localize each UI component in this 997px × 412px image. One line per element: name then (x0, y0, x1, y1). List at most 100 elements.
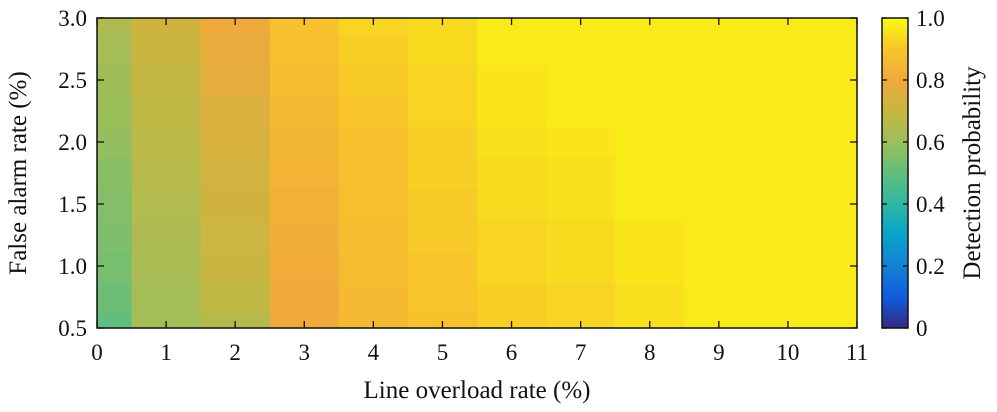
heatmap-cell (338, 64, 409, 97)
heatmap-cell (753, 95, 824, 128)
x-tick-label: 7 (575, 340, 587, 365)
colorbar-tick-label: 0.6 (916, 130, 945, 155)
heatmap-cell (97, 18, 133, 35)
heatmap-cell (477, 188, 547, 221)
heatmap-cell (269, 188, 340, 221)
heatmap-cell (338, 250, 409, 283)
heatmap-cell (546, 281, 616, 314)
heatmap-cell (407, 250, 478, 283)
heatmap-cell (131, 64, 202, 97)
heatmap-cell (97, 219, 133, 252)
x-tick-label: 4 (368, 340, 380, 365)
heatmap-cell (684, 250, 754, 283)
heatmap-cell (684, 33, 754, 66)
heatmap-cell (131, 95, 202, 128)
heatmap-cell (615, 33, 685, 66)
heatmap-cell (97, 312, 133, 329)
heatmap-cell (477, 312, 547, 329)
heatmap-cell (338, 126, 409, 159)
heatmap-cell (822, 219, 858, 252)
heatmap-cell (200, 281, 271, 314)
heatmap-cell (546, 250, 616, 283)
heatmap-cell (822, 157, 858, 190)
heatmap-cell (131, 250, 202, 283)
heatmap-cell (477, 95, 547, 128)
heatmap-cell (546, 157, 616, 190)
heatmap-cell (477, 250, 547, 283)
x-tick-label: 5 (437, 340, 449, 365)
heatmap-cell (684, 95, 754, 128)
y-tick-label: 2.5 (58, 68, 87, 93)
heatmap-cell (338, 188, 409, 221)
heatmap-cell (822, 18, 858, 35)
y-tick-label: 0.5 (58, 316, 87, 341)
heatmap-cell (407, 312, 478, 329)
colorbar (881, 17, 909, 329)
heatmap-cell (338, 18, 409, 35)
heatmap-cell (753, 126, 824, 159)
heatmap-cell (546, 33, 616, 66)
heatmap-cell (684, 126, 754, 159)
heatmap-cell (269, 64, 340, 97)
colorbar-title: Detection probability (959, 66, 986, 280)
heatmap-cell (407, 33, 478, 66)
heatmap-cell (546, 18, 616, 35)
heatmap-cell (338, 219, 409, 252)
x-tick-label: 11 (846, 340, 868, 365)
colorbar-tick-label: 1.0 (916, 6, 945, 31)
heatmap-cell (338, 33, 409, 66)
colorbar-tick-label: 0.2 (916, 254, 945, 279)
heatmap-cell (546, 95, 616, 128)
y-axis: 0.5 1.0 1.5 2.0 2.5 3.0 (58, 6, 857, 341)
heatmap-cell (615, 281, 685, 314)
heatmap-cell (200, 95, 271, 128)
x-tick-label: 0 (91, 340, 103, 365)
heatmap-cell (131, 126, 202, 159)
heatmap-cell (269, 157, 340, 190)
heatmap-cell (684, 157, 754, 190)
heatmap-cell (753, 64, 824, 97)
heatmap-cell (822, 33, 858, 66)
heatmap-cell (684, 281, 754, 314)
x-tick-label: 1 (160, 340, 172, 365)
heatmap-cell (269, 250, 340, 283)
colorbar-tick-label: 0.8 (916, 68, 945, 93)
heatmap-cell (200, 33, 271, 66)
heatmap-cell (269, 18, 340, 35)
heatmap-cell (407, 18, 478, 35)
heatmap-cell (822, 312, 858, 329)
heatmap-cell (131, 18, 202, 35)
heatmap-cell (615, 157, 685, 190)
heatmap-cell (97, 281, 133, 314)
heatmap-cell (131, 219, 202, 252)
heatmap-cell (684, 219, 754, 252)
heatmap-cell (753, 250, 824, 283)
heatmap-cell (822, 281, 858, 314)
heatmap-cell (822, 95, 858, 128)
x-tick-label: 6 (506, 340, 518, 365)
heatmap-cell (546, 126, 616, 159)
y-tick-label: 2.0 (58, 130, 87, 155)
heatmap-cell (407, 281, 478, 314)
heatmap-cell (615, 95, 685, 128)
heatmap-cells (97, 18, 858, 329)
heatmap-cell (477, 33, 547, 66)
x-tick-label: 8 (644, 340, 656, 365)
y-tick-label: 1.0 (58, 254, 87, 279)
x-axis: 0 1 2 3 4 5 6 7 8 9 10 11 (91, 18, 868, 365)
heatmap-cell (684, 312, 754, 329)
heatmap-cell (338, 157, 409, 190)
heatmap-cell (269, 219, 340, 252)
y-tick-label: 1.5 (58, 192, 87, 217)
heatmap-cell (97, 157, 133, 190)
heatmap-cell (338, 281, 409, 314)
heatmap-cell (615, 188, 685, 221)
heatmap-cell (477, 219, 547, 252)
heatmap-cell (131, 188, 202, 221)
y-axis-title: False alarm rate (%) (5, 71, 32, 274)
heatmap-cell (200, 188, 271, 221)
x-tick-label: 10 (776, 340, 799, 365)
heatmap-cell (615, 219, 685, 252)
heatmap-cell (407, 188, 478, 221)
